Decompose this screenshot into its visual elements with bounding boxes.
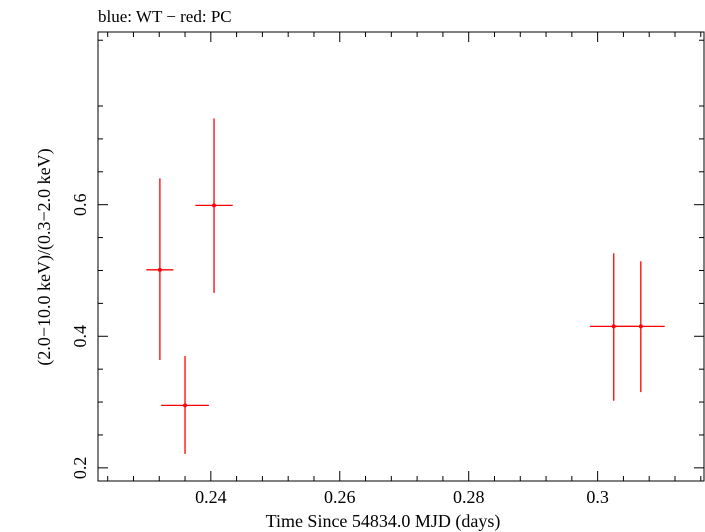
y-tick-label: 0.6: [70, 193, 90, 216]
x-tick-label: 0.3: [586, 487, 609, 507]
x-axis-label: Time Since 54834.0 MJD (days): [266, 511, 501, 532]
data-point: [161, 356, 209, 455]
data-point: [146, 178, 174, 360]
y-tick-label: 0.4: [70, 325, 90, 348]
plot-frame: [97, 31, 705, 482]
point-marker: [157, 267, 162, 272]
y-tick-label: 0.2: [70, 457, 90, 480]
point-marker: [611, 324, 616, 329]
point-marker: [638, 324, 643, 329]
data-point: [616, 261, 665, 393]
data-points: [146, 118, 665, 455]
axis-ticks: 0.24 0.26 0.28 0.3 0.2 0.4 0.6: [70, 32, 704, 507]
data-point: [195, 118, 233, 293]
x-tick-label: 0.28: [453, 487, 485, 507]
x-tick-label: 0.24: [195, 487, 227, 507]
data-point: [589, 253, 638, 401]
chart-title: blue: WT − red: PC: [98, 7, 232, 26]
point-marker: [212, 203, 217, 208]
point-marker: [183, 403, 188, 408]
y-axis-label: (2.0−10.0 keV)/(0.3−2.0 keV): [34, 148, 55, 365]
x-tick-label: 0.26: [324, 487, 356, 507]
